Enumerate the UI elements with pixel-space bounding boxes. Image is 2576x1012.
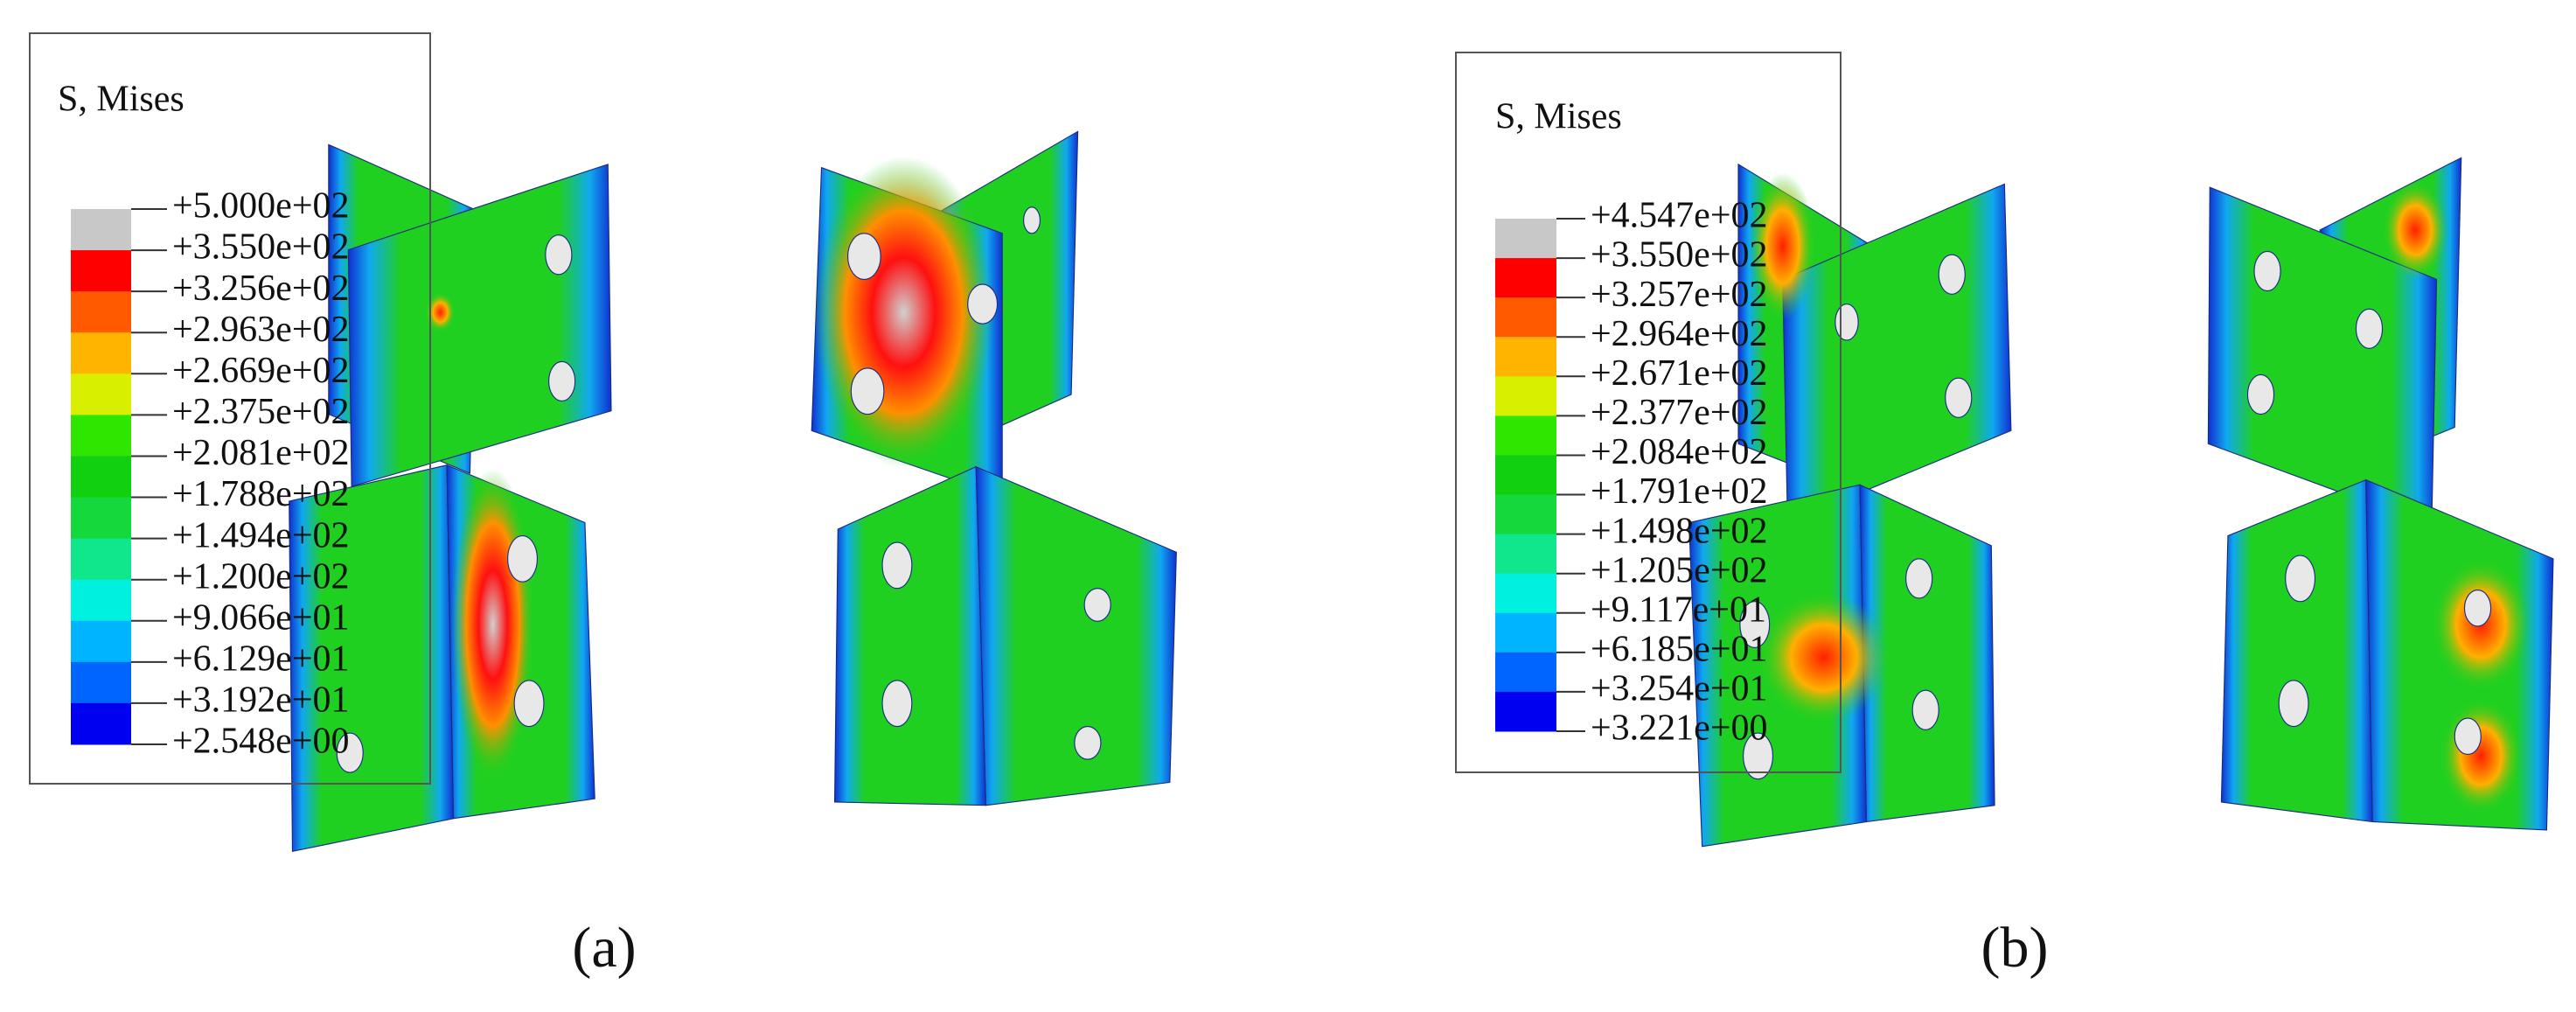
legend-label: +1.205e+02: [1591, 550, 1768, 590]
legend-label: +2.377e+02: [1591, 393, 1768, 433]
legend-label: +3.254e+01: [1591, 669, 1768, 709]
legend-box: [1455, 52, 1841, 773]
legend-label: +1.498e+02: [1591, 511, 1768, 551]
legend-swatch: [1495, 219, 1556, 259]
specimens: [289, 130, 2554, 853]
legend-swatch: [71, 497, 131, 540]
legend-swatch: [1495, 415, 1556, 456]
legend-swatch: [1495, 376, 1556, 416]
legend-label: +2.375e+02: [172, 392, 350, 432]
legend-swatch: [71, 373, 131, 415]
legend-label: +2.671e+02: [1591, 353, 1768, 394]
legend-label: +1.791e+02: [1591, 471, 1768, 512]
legend-label: +9.066e+01: [172, 597, 350, 638]
legend-label: +2.084e+02: [1591, 432, 1768, 472]
legend-label: +1.494e+02: [172, 515, 350, 555]
panel-caption: (b): [1981, 916, 2049, 980]
legend-swatch: [1495, 455, 1556, 496]
legend-swatch: [1495, 612, 1556, 653]
legend-swatch: [1495, 494, 1556, 535]
panel-caption: (a): [572, 916, 636, 980]
legend-swatch: [71, 209, 131, 251]
legend-swatch: [1495, 691, 1556, 732]
legend-swatch: [71, 291, 131, 333]
legend-label: +3.221e+00: [1591, 708, 1768, 749]
legend-label: +2.964e+02: [1591, 314, 1768, 354]
legend-swatch: [71, 579, 131, 622]
legend-swatch: [71, 332, 131, 374]
legend-label: +2.081e+02: [172, 433, 350, 473]
legend-label: +2.963e+02: [172, 310, 350, 350]
legend-swatch: [1495, 337, 1556, 377]
legend-label: +2.548e+00: [172, 722, 350, 762]
legend-label: +2.669e+02: [172, 351, 350, 391]
legend-label: +3.257e+02: [1591, 275, 1768, 315]
legend-label: +1.200e+02: [172, 556, 350, 597]
legend-label: +3.256e+02: [172, 269, 350, 309]
legend-box: [29, 32, 431, 785]
legend-swatch: [71, 456, 131, 499]
legend-swatch: [71, 250, 131, 292]
legend-label: +6.185e+01: [1591, 629, 1768, 669]
legend-title: S, Mises: [58, 80, 184, 120]
legend-swatch: [71, 702, 131, 745]
legend-swatch: [71, 538, 131, 581]
legend-swatch: [71, 415, 131, 457]
legend-label: +5.000e+02: [172, 186, 350, 227]
legend-swatch: [71, 661, 131, 704]
legend-swatch: [1495, 573, 1556, 614]
legend-swatch: [1495, 652, 1556, 693]
legend-label: +9.117e+01: [1591, 590, 1766, 630]
legend-swatch: [1495, 534, 1556, 575]
legend-swatch: [1495, 297, 1556, 338]
legend-swatch: [71, 620, 131, 663]
legend-label: +6.129e+01: [172, 639, 350, 679]
legend-label: +3.192e+01: [172, 680, 350, 721]
legend-label: +3.550e+02: [1591, 235, 1768, 276]
legend-title: S, Mises: [1495, 97, 1622, 137]
legend-label: +3.550e+02: [172, 227, 350, 268]
legend-label: +1.788e+02: [172, 474, 350, 514]
legend-label: +4.547e+02: [1591, 196, 1768, 236]
legend-swatch: [1495, 258, 1556, 298]
